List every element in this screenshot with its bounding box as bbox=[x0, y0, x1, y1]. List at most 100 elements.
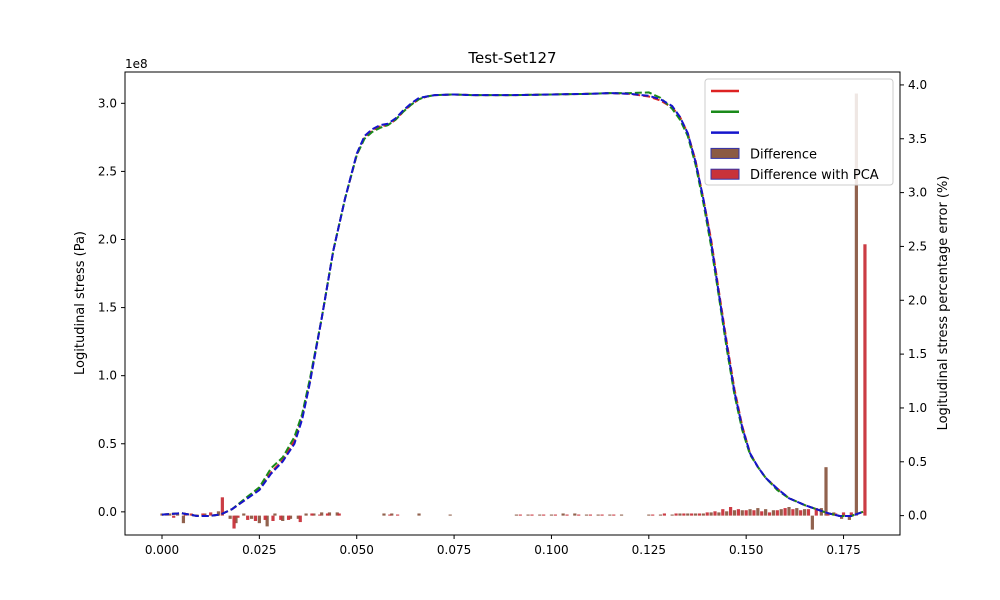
bar-difference-pca bbox=[577, 514, 581, 516]
bar-difference-pca bbox=[752, 510, 756, 516]
bar-difference bbox=[265, 515, 269, 527]
bar-difference bbox=[312, 513, 316, 516]
bar-difference-pca bbox=[236, 515, 240, 518]
legend-label: Difference bbox=[750, 147, 817, 162]
bar-difference bbox=[717, 512, 721, 516]
y-axis-ticks: 0.0 0.5 1.0 1.5 2.0 2.5 3.0 bbox=[98, 96, 125, 519]
bar-difference-pca bbox=[682, 513, 686, 516]
y2-tick-label: 1.5 bbox=[908, 347, 927, 361]
bar-difference-pca bbox=[542, 514, 546, 516]
x-tick-label: 0.050 bbox=[340, 543, 374, 557]
bar-difference bbox=[382, 513, 386, 516]
bar-difference bbox=[514, 514, 518, 516]
bar-difference-pca bbox=[705, 512, 709, 516]
bar-difference bbox=[824, 467, 828, 516]
bar-difference-pca bbox=[760, 511, 764, 516]
bar-difference bbox=[596, 514, 600, 516]
bar-difference-pca bbox=[253, 515, 258, 521]
bar-difference bbox=[647, 514, 651, 516]
bar-difference bbox=[658, 514, 663, 516]
bar-difference bbox=[249, 515, 254, 519]
bar-difference-pca bbox=[263, 515, 267, 520]
bar-difference-pca bbox=[697, 513, 702, 516]
bar-difference bbox=[787, 507, 791, 516]
y2-tick-label: 3.0 bbox=[908, 186, 927, 200]
legend-box bbox=[704, 78, 894, 186]
bar-difference bbox=[417, 513, 421, 516]
plot-frame bbox=[124, 71, 901, 536]
y-tick-label: 2.0 bbox=[98, 232, 117, 246]
bar-difference-pca bbox=[337, 513, 341, 516]
bar-difference bbox=[686, 513, 690, 516]
bar-difference-pca bbox=[674, 513, 678, 516]
bar-difference bbox=[725, 511, 729, 516]
y-tick-label: 1.5 bbox=[98, 301, 117, 315]
bar-difference-pca bbox=[298, 515, 302, 523]
bar-difference-pca bbox=[863, 244, 867, 516]
bar-difference-pca bbox=[612, 514, 616, 516]
bar-difference bbox=[670, 514, 674, 516]
bar-difference bbox=[335, 512, 339, 516]
bar-difference-pca bbox=[518, 514, 522, 516]
bar-difference-pca bbox=[799, 510, 803, 516]
y2-axis-label: Logitudinal stress percentage error (%) bbox=[936, 176, 951, 431]
bar-difference bbox=[839, 515, 844, 519]
bar-difference-pca bbox=[736, 509, 740, 516]
bar-difference bbox=[756, 508, 760, 516]
legend: Difference Difference with PCA bbox=[704, 78, 894, 186]
bar-difference-pca bbox=[172, 515, 176, 518]
bar-difference bbox=[296, 515, 300, 519]
chart-title: Test-Set127 bbox=[467, 49, 556, 67]
bar-difference bbox=[327, 512, 332, 516]
x-tick-label: 0.000 bbox=[145, 543, 179, 557]
bar-difference-pca bbox=[286, 515, 291, 520]
bar-difference-pca bbox=[651, 514, 655, 516]
bar-difference bbox=[203, 513, 207, 516]
bar-difference bbox=[281, 515, 285, 521]
bar-difference bbox=[216, 511, 221, 516]
bar-difference bbox=[228, 515, 232, 519]
bar-difference-pca bbox=[791, 509, 795, 516]
bar-difference bbox=[847, 515, 851, 520]
bar-difference bbox=[701, 513, 705, 516]
x-axis-ticks: 0.000 0.025 0.050 0.075 0.100 0.125 0.150 0.175 bbox=[145, 535, 861, 557]
bar-difference-pca bbox=[318, 514, 322, 516]
bar-difference-pca bbox=[728, 507, 733, 516]
bar-difference bbox=[257, 515, 261, 524]
bar-difference-pca bbox=[201, 513, 205, 516]
bar-difference bbox=[619, 514, 624, 516]
series-line-3 bbox=[161, 92, 864, 517]
y2-tick-label: 1.0 bbox=[908, 401, 927, 415]
bar-difference-pca bbox=[767, 512, 772, 516]
bar-difference-pca bbox=[783, 508, 787, 516]
bar-difference bbox=[234, 515, 238, 524]
legend-patch-swatch bbox=[710, 147, 740, 159]
bar-difference bbox=[242, 513, 246, 516]
bar-difference bbox=[390, 513, 394, 516]
y-tick-label: 1.0 bbox=[98, 369, 117, 383]
y2-tick-label: 0.5 bbox=[908, 455, 927, 469]
x-tick-label: 0.125 bbox=[632, 543, 666, 557]
bar-difference bbox=[573, 513, 577, 516]
bar-difference bbox=[740, 510, 744, 516]
x-tick-label: 0.175 bbox=[826, 543, 860, 557]
bar-difference bbox=[693, 513, 698, 516]
bar-difference-pca bbox=[814, 508, 818, 516]
bar-difference bbox=[802, 509, 807, 516]
y2-axis-ticks: 0.0 0.5 1.0 1.5 2.0 2.5 3.0 3.5 4.0 bbox=[900, 78, 927, 523]
y-tick-label: 0.5 bbox=[98, 437, 117, 451]
x-tick-label: 0.025 bbox=[242, 543, 276, 557]
y2-tick-label: 3.5 bbox=[908, 132, 927, 146]
bar-difference-pca bbox=[553, 514, 557, 516]
y2-tick-label: 2.0 bbox=[908, 293, 927, 307]
bar-difference bbox=[175, 513, 180, 516]
bar-difference bbox=[608, 514, 612, 516]
bar-difference bbox=[168, 513, 172, 516]
bar-difference-pca bbox=[246, 515, 250, 520]
y-tick-label: 0.0 bbox=[98, 505, 117, 519]
legend-patch-swatch bbox=[710, 168, 740, 180]
bar-difference-pca bbox=[189, 513, 193, 516]
bar-difference bbox=[304, 513, 308, 516]
bar-difference-pca bbox=[325, 513, 330, 516]
bar-difference bbox=[273, 513, 277, 516]
